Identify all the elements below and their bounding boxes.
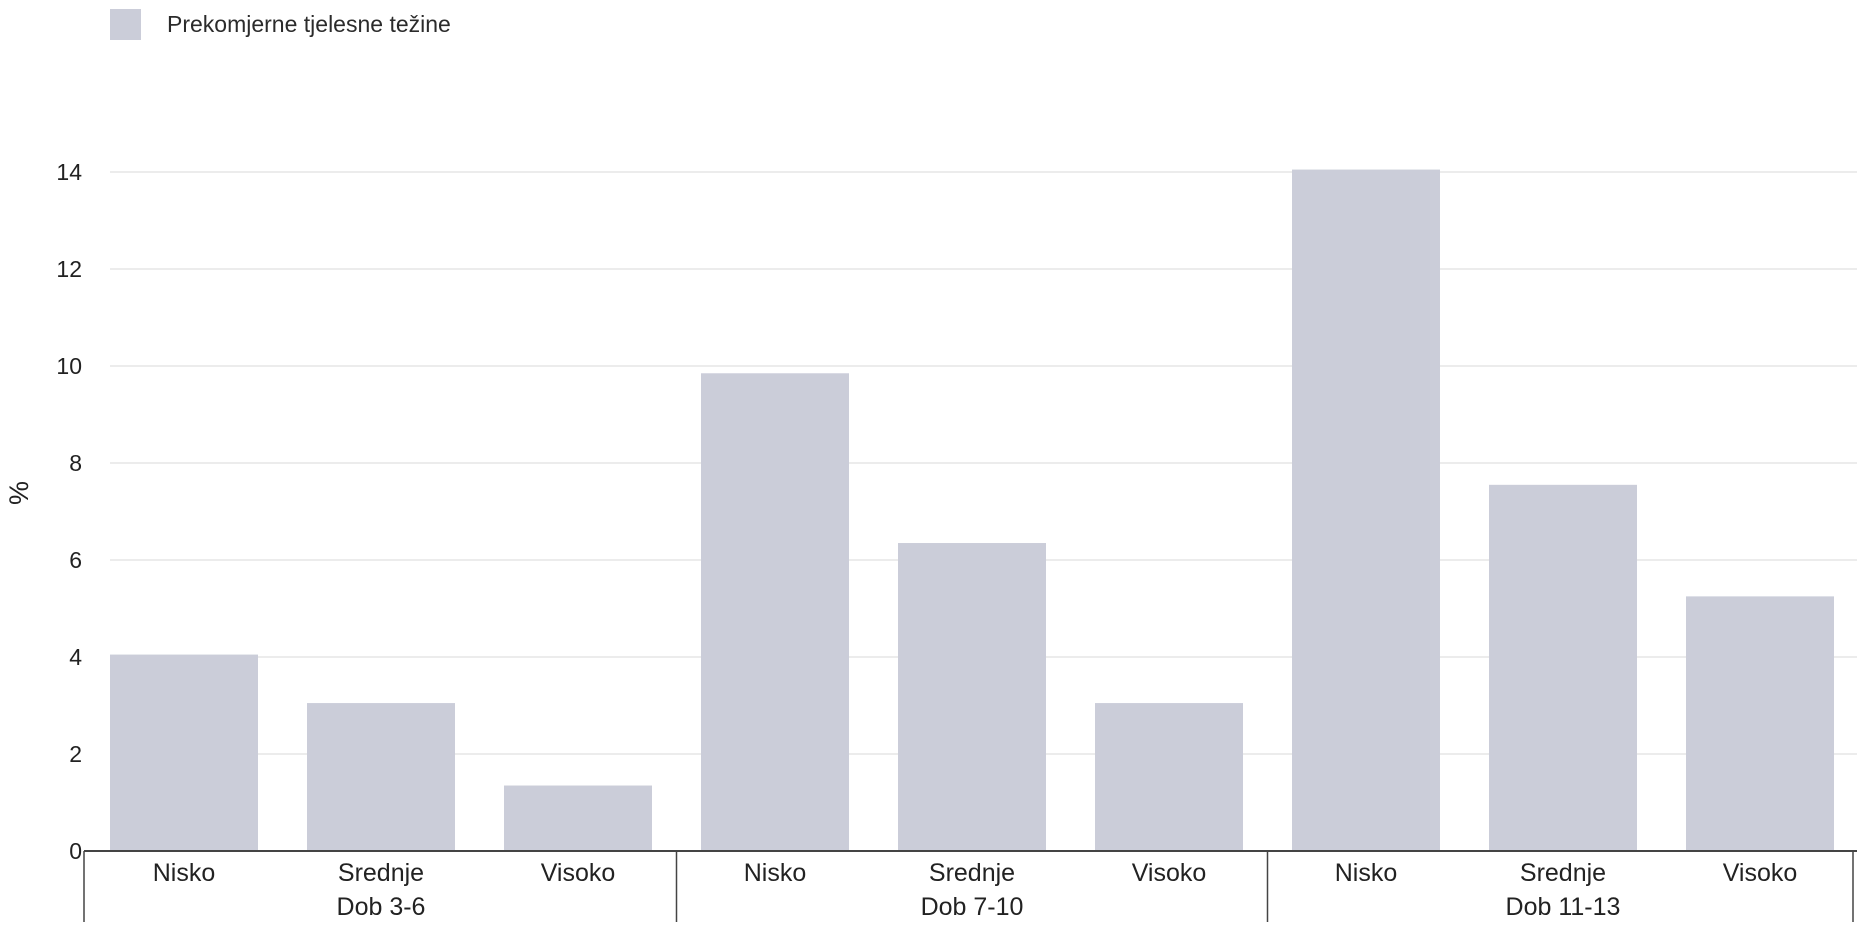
y-tick-label: 8 [69,450,82,476]
y-tick-label: 0 [69,838,82,864]
y-tick-label: 2 [69,741,82,767]
legend-swatch [110,8,141,40]
bar [1489,484,1637,851]
labels: 0 2 4 6 8 10 12 14% Nisko Srednje Visoko Nisko Sredn… [4,159,1797,921]
x-category-label: Nisko [153,859,216,887]
x-category-label: Srednje [929,859,1015,887]
bar [1686,596,1834,851]
y-tick-label: 12 [56,256,82,282]
bar [898,543,1046,851]
x-group-label: Dob 3-6 [337,893,426,921]
x-category-label: Nisko [1335,859,1398,887]
x-category-label: Nisko [744,859,807,887]
x-category-label: Visoko [1132,859,1207,887]
bar [1095,703,1243,851]
bar [307,703,455,851]
y-tick-label: 6 [69,547,82,573]
axes [83,850,1857,922]
bar [701,373,849,851]
x-category-label: Visoko [541,859,616,887]
bars [110,169,1834,851]
y-tick-label: 4 [69,644,82,670]
x-group-label: Dob 7-10 [921,893,1024,921]
bar [504,785,652,851]
legend-label: Prekomjerne tjelesne težine [167,10,451,37]
y-axis-title: % [4,481,34,505]
x-category-label: Visoko [1723,859,1798,887]
bar [110,654,258,851]
y-tick-label: 10 [56,353,82,379]
x-group-label: Dob 11-13 [1506,893,1621,921]
x-category-label: Srednje [1520,859,1606,887]
bar [1292,169,1440,851]
legend: Prekomjerne tjelesne težine [110,8,451,40]
x-category-label: Srednje [338,859,424,887]
y-tick-label: 14 [56,159,82,185]
